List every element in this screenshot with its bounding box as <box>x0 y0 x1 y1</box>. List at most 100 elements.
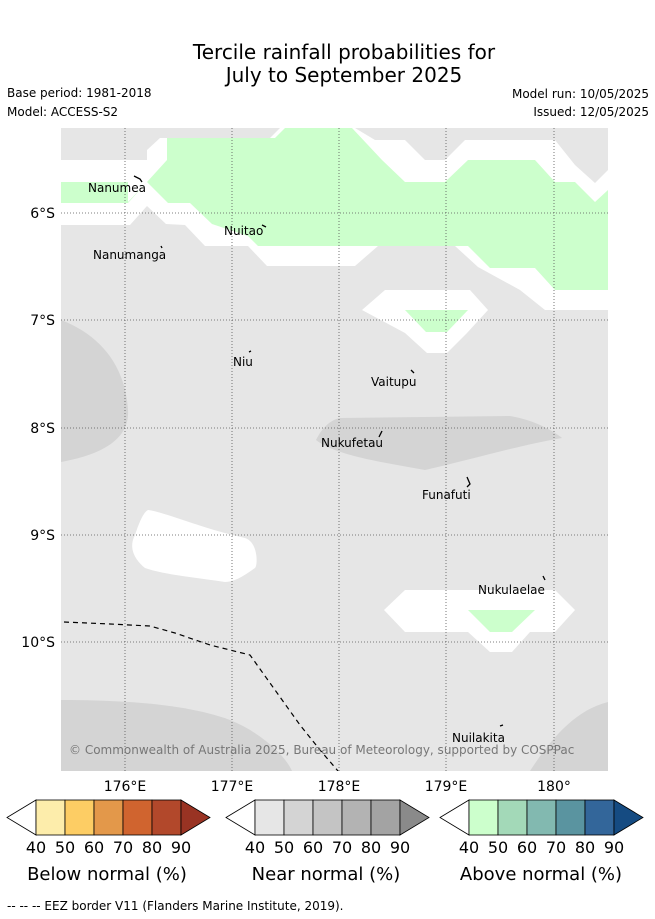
island-label: Niu <box>233 355 253 369</box>
colorbar-title-near: Near normal (%) <box>251 864 401 885</box>
colorbar-title-below: Below normal (%) <box>27 864 187 885</box>
colorbar-segment <box>312 799 343 836</box>
colorbar-below: 40 50 60 70 80 90 <box>6 799 211 857</box>
eez-footnote: -- -- -- EEZ border V11 (Flanders Marine… <box>7 899 344 913</box>
colorbar-segment <box>283 799 314 836</box>
copyright-text: © Commonwealth of Australia 2025, Bureau… <box>69 743 574 757</box>
island-mark-niu <box>248 350 252 353</box>
colorbar-tick-label: 90 <box>171 838 191 857</box>
colorbar-tick-label: 60 <box>517 838 537 857</box>
colorbar-extend-low <box>6 799 37 836</box>
island-label: Nuitao <box>224 224 263 238</box>
colorbar-above: 40 50 60 70 80 90 <box>439 799 644 857</box>
near-normal-southeast <box>530 702 608 771</box>
island-label: Funafuti <box>422 488 471 502</box>
island-mark-nuitao <box>261 224 267 228</box>
lon-label: 180° <box>537 779 571 795</box>
colorbar-segment <box>254 799 285 836</box>
colorbar-segment <box>555 799 586 836</box>
colorbar-segment <box>35 799 66 836</box>
colorbar-tick-label: 80 <box>575 838 595 857</box>
island-label: Nuilakita <box>452 731 505 745</box>
title-line-1: Tercile rainfall probabilities for <box>192 40 496 64</box>
colorbar-tick-label: 50 <box>488 838 508 857</box>
lat-label: 10°S <box>21 635 55 651</box>
lon-label: 178°E <box>318 779 361 795</box>
island-label: Vaitupu <box>371 375 417 389</box>
island-label: Nukulaelae <box>478 583 545 597</box>
near-normal-south <box>61 700 292 771</box>
colorbar-title-above: Above normal (%) <box>459 864 623 885</box>
lat-label: 6°S <box>30 206 55 222</box>
colorbar-tick-label: 50 <box>55 838 75 857</box>
colorbar-tick-label: 40 <box>26 838 46 857</box>
colorbar-extend-low <box>439 799 470 836</box>
colorbar-extend-high <box>180 799 211 836</box>
colorbar-segment <box>370 799 401 836</box>
lat-label: 7°S <box>30 313 55 329</box>
near-normal-central <box>316 416 562 470</box>
island-mark-nanumea <box>133 175 143 183</box>
colorbar-tick-label: 80 <box>142 838 162 857</box>
island-mark-nukufetau <box>378 430 383 438</box>
above-normal-patch-10s <box>468 610 535 632</box>
model-name: Model: ACCESS-S2 <box>7 105 119 119</box>
island-mark-nanumanga <box>160 245 163 249</box>
near-normal-strip-top <box>147 128 280 150</box>
probability-layer: Nanumea Nuitao Nanumanga Niu Vaitupu Nuk… <box>61 128 608 771</box>
colorbar-tick-label: 50 <box>274 838 294 857</box>
lon-labels: 176°E 177°E 178°E 179°E 180° <box>104 779 571 795</box>
above-normal-region <box>61 128 608 290</box>
colorbar-extend-high <box>613 799 644 836</box>
lon-label: 179°E <box>425 779 468 795</box>
colorbar-extend-high <box>399 799 430 836</box>
island-mark-funafuti <box>466 476 471 488</box>
lat-labels: 6°S 7°S 8°S 9°S 10°S <box>21 206 55 651</box>
colorbar-segment <box>584 799 615 836</box>
colorbars: 40 50 60 70 80 90 40 50 60 70 80 90 40 50 60 70 80 90 <box>6 799 644 857</box>
lat-label: 8°S <box>30 421 55 437</box>
eez-border <box>63 621 339 771</box>
colorbar-tick-label: 90 <box>604 838 624 857</box>
island-label: Nanumea <box>88 181 146 195</box>
above-normal-patch-7s <box>405 310 468 332</box>
model-run: Model run: 10/05/2025 <box>511 87 649 101</box>
lat-label: 9°S <box>30 528 55 544</box>
colorbar-segment <box>341 799 372 836</box>
base-period: Base period: 1981-2018 <box>7 86 152 100</box>
colorbar-segment <box>64 799 95 836</box>
colorbar-tick-label: 70 <box>113 838 133 857</box>
colorbar-tick-label: 60 <box>303 838 323 857</box>
title-line-2: July to September 2025 <box>225 63 463 87</box>
island-labels: Nanumea Nuitao Nanumanga Niu Vaitupu Nuk… <box>88 181 545 745</box>
island-mark-nukulaelae <box>542 575 546 581</box>
map-title: Tercile rainfall probabilities for July … <box>0 41 655 87</box>
gridlines <box>61 128 608 771</box>
colorbar-tick-label: 80 <box>361 838 381 857</box>
lon-label: 176°E <box>104 779 147 795</box>
near-normal-strip-right <box>355 128 608 183</box>
colorbar-segment <box>93 799 124 836</box>
colorbar-tick-label: 60 <box>84 838 104 857</box>
issued-date: Issued: 12/05/2025 <box>533 105 649 119</box>
colorbar-tick-label: 40 <box>459 838 479 857</box>
neutral-patch-9s <box>132 510 257 582</box>
lon-label: 177°E <box>211 779 254 795</box>
near-normal-west <box>61 320 129 462</box>
colorbar-tick-label: 70 <box>332 838 352 857</box>
island-label: Nukufetau <box>321 436 383 450</box>
colorbar-near: 40 50 60 70 80 90 <box>225 799 430 857</box>
colorbar-extend-low <box>225 799 256 836</box>
colorbar-segment <box>497 799 528 836</box>
island-label: Nanumanga <box>93 248 166 262</box>
colorbar-segment <box>151 799 182 836</box>
colorbar-segment <box>122 799 153 836</box>
colorbar-tick-label: 40 <box>245 838 265 857</box>
colorbar-tick-label: 70 <box>546 838 566 857</box>
colorbar-tick-label: 90 <box>390 838 410 857</box>
island-marks <box>133 175 546 727</box>
colorbar-segment <box>526 799 557 836</box>
island-mark-nuilakita <box>499 724 504 727</box>
colorbar-segment <box>468 799 499 836</box>
